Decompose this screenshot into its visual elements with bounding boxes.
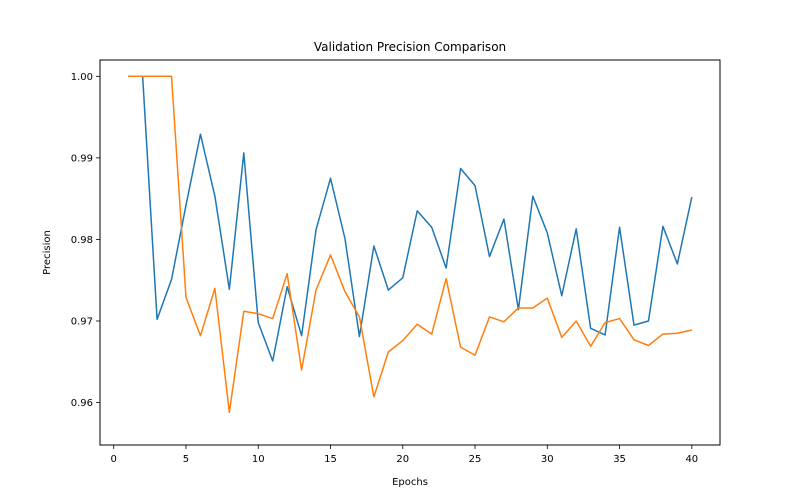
y-tick-label: 0.99 — [71, 153, 93, 164]
series-layer — [128, 75, 693, 414]
chart-title: Validation Precision Comparison — [314, 40, 506, 54]
x-tick-label: 40 — [685, 454, 698, 465]
y-axis-ticks: 0.96 0.97 0.98 0.99 1.00 — [71, 72, 100, 409]
x-tick-label: 5 — [183, 454, 189, 465]
x-tick-label: 35 — [613, 454, 626, 465]
x-tick-label: 20 — [396, 454, 409, 465]
plot-background — [100, 60, 720, 445]
y-tick-label: 1.00 — [71, 72, 93, 83]
x-tick-label: 10 — [252, 454, 265, 465]
y-tick-label: 0.96 — [71, 398, 93, 409]
x-tick-label: 30 — [541, 454, 554, 465]
series-2-line — [128, 75, 692, 414]
y-axis-label: Precision — [42, 230, 53, 275]
y-tick-label: 0.97 — [71, 317, 93, 328]
x-tick-label: 15 — [324, 454, 337, 465]
series-1-line — [128, 75, 693, 362]
x-axis-label: Epochs — [392, 477, 428, 488]
axes-border — [99, 59, 721, 446]
y-tick-label: 0.98 — [71, 235, 93, 246]
x-tick-label: 0 — [111, 454, 117, 465]
plot-frame — [99, 59, 721, 446]
x-tick-label: 25 — [469, 454, 482, 465]
x-axis-ticks: 0 5 10 15 20 25 30 35 40 — [111, 445, 698, 465]
